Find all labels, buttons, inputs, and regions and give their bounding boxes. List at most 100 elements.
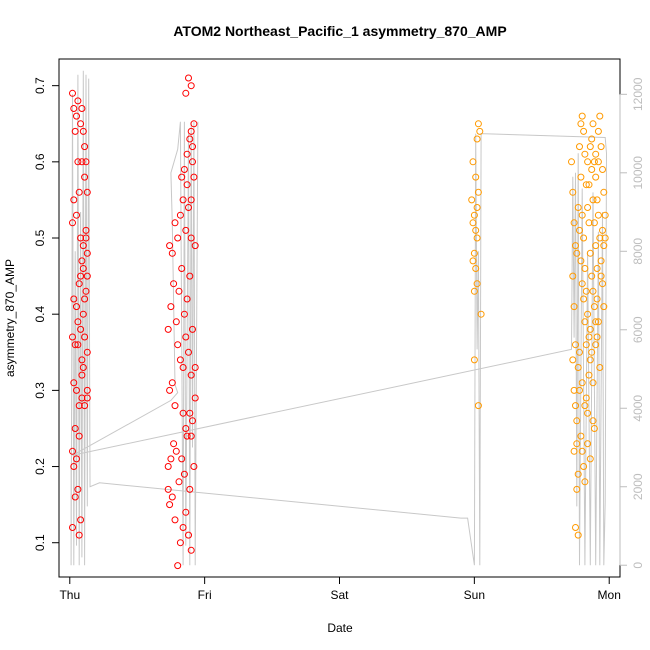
data-point [74,485,82,493]
data-point [174,562,182,570]
data-point [83,348,91,356]
data-point [592,318,600,326]
data-point [69,89,76,97]
data-point [473,204,481,211]
data-point [576,226,583,234]
data-point [190,463,198,470]
data-point [71,425,79,432]
data-point [187,196,195,204]
data-point [589,120,597,128]
data-point [170,280,178,288]
data-point [472,173,480,181]
data-point [182,89,190,97]
data-point [584,409,592,417]
data-point [189,143,196,151]
data-point [73,112,80,120]
data-point [584,204,592,211]
data-point [187,234,195,242]
data-point [74,341,82,349]
data-point [74,158,82,166]
data-point [470,287,478,295]
data-point [185,348,192,356]
data-point [593,265,601,272]
data-point [81,402,89,410]
data-point [470,356,478,364]
x-tick-label: Fri [198,588,212,602]
data-point [570,219,578,227]
x-tick-label: Thu [59,588,80,602]
data-point [83,249,91,257]
data-point [474,120,482,128]
data-point [71,493,79,501]
data-point [69,447,76,455]
data-point [572,524,579,531]
data-point [71,341,79,349]
data-point [166,501,174,509]
data-point [78,158,86,166]
data-point [477,310,485,318]
data-point [476,127,484,135]
data-point [580,127,588,135]
data-point [164,463,172,470]
data-point [174,234,182,242]
data-point [75,280,83,288]
data-point [78,394,86,402]
x-axis-label: Date [327,621,353,635]
data-point [574,204,582,211]
y-tick-label: 0.7 [33,77,47,94]
data-point [589,196,597,204]
data-point [599,166,606,173]
data-point [190,120,198,128]
data-point [174,341,182,349]
data-point [179,196,187,204]
data-point [70,463,78,470]
data-point [576,386,583,394]
data-point [176,356,184,364]
data-point [171,516,179,524]
data-point [186,135,194,143]
y2-tick-label: 6000 [631,316,645,343]
data-point [470,211,478,219]
data-point [599,226,606,234]
data-point [597,143,605,151]
data-point [79,364,87,371]
data-point [474,402,482,410]
data-point [572,402,579,410]
data-point [82,226,90,234]
data-point [578,379,586,387]
data-point [590,219,598,227]
data-point [469,219,477,227]
x-axis: Thu Fri Sat Sun Mon [59,576,621,602]
data-point [600,242,608,250]
data-point [584,440,592,448]
data-point [592,150,600,158]
data-point [81,173,89,181]
y2-tick-label: 12000 [631,77,645,111]
data-point [570,386,578,394]
data-point [77,272,85,280]
data-point [580,295,588,303]
data-point [189,417,196,425]
data-point [78,356,86,364]
y-tick-label: 0.5 [33,229,47,246]
data-point [585,219,593,227]
y-tick-label: 0.1 [33,534,47,551]
data-point [586,143,594,151]
data-point [581,318,589,326]
data-point [578,447,586,455]
data-point [167,303,175,311]
data-point [166,386,174,394]
y-tick-label: 0.4 [33,306,47,323]
data-point [78,371,86,379]
y2-tick-label: 8000 [631,238,645,265]
data-point [77,234,85,242]
data-point [179,409,187,417]
data-point [176,539,184,547]
data-point [75,432,83,440]
data-point [594,211,602,219]
y2-tick-label: 10000 [631,156,645,190]
data-point [582,341,590,349]
data-point [185,204,192,211]
data-point [601,234,609,242]
